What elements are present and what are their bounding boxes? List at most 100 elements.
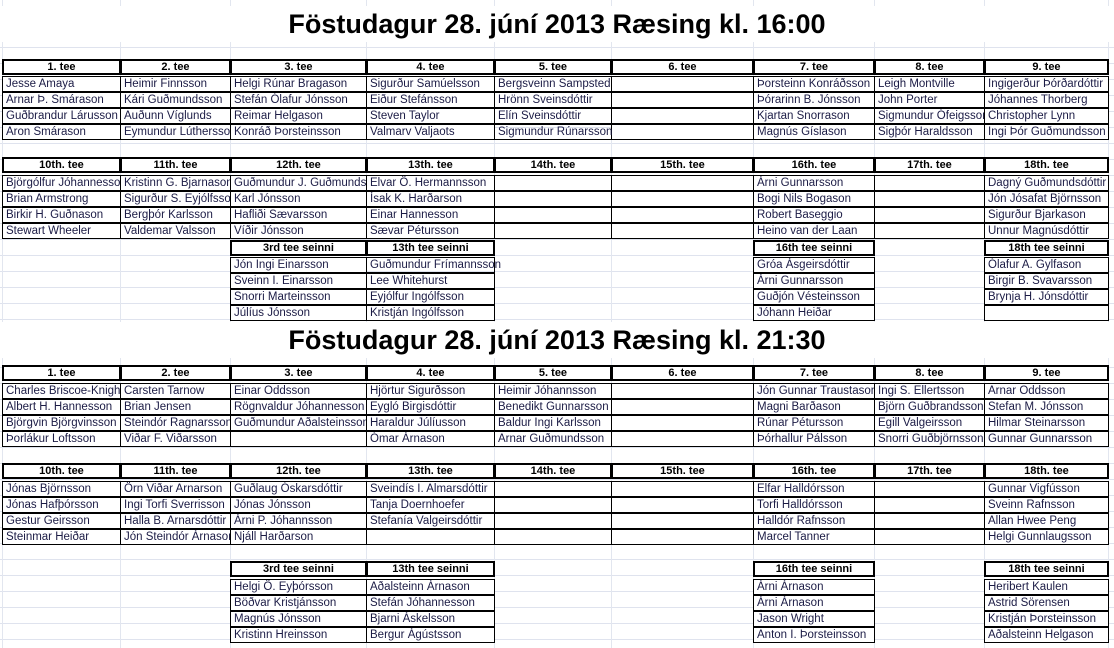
player-cell[interactable]: Gestur Geirsson (2, 513, 121, 529)
player-cell[interactable]: Árni Árnason (753, 579, 875, 595)
player-cell[interactable]: Heimir Finnsson (120, 76, 231, 92)
player-cell[interactable] (874, 207, 985, 223)
player-cell[interactable] (611, 529, 754, 545)
player-cell[interactable]: Tanja Doernhoefer (366, 497, 495, 513)
player-cell[interactable]: Ómar Árnason (366, 431, 495, 447)
player-cell[interactable]: Bergþór Karlsson (120, 207, 231, 223)
player-cell[interactable]: Baldur Ingi Karlsson (494, 415, 612, 431)
player-cell[interactable]: Magnús Gíslason (753, 124, 875, 140)
player-cell[interactable]: Örn Viðar Arnarson (120, 481, 231, 497)
player-cell[interactable]: Aðalsteinn Árnason (366, 579, 495, 595)
player-cell[interactable]: Gróa Ásgeirsdóttir (753, 257, 875, 273)
player-cell[interactable]: Kjartan Snorrason (753, 108, 875, 124)
player-cell[interactable] (494, 191, 612, 207)
player-cell[interactable]: Carsten Tarnow (120, 383, 231, 399)
player-cell[interactable] (611, 481, 754, 497)
player-cell[interactable]: Heimir Jóhannsson (494, 383, 612, 399)
player-cell[interactable]: Jón Gunnar Traustason (753, 383, 875, 399)
player-cell[interactable]: Jón Steindór Árnason (120, 529, 231, 545)
player-cell[interactable]: Guðlaug Óskarsdóttir (230, 481, 367, 497)
player-cell[interactable]: Hilmar Steinarsson (984, 415, 1109, 431)
player-cell[interactable]: Benedikt Gunnarsson (494, 399, 612, 415)
player-cell[interactable]: Sigurður Samúelsson (366, 76, 495, 92)
player-cell[interactable]: Jónas Björnsson (2, 481, 121, 497)
player-cell[interactable]: Helgi Gunnlaugsson (984, 529, 1109, 545)
player-cell[interactable]: Rögnvaldur Jóhannesson (230, 399, 367, 415)
player-cell[interactable]: Stefán Jóhannesson (366, 595, 495, 611)
player-cell[interactable]: Eygló Birgisdóttir (366, 399, 495, 415)
player-cell[interactable]: Kristinn G. Bjarnason (120, 175, 231, 191)
player-cell[interactable]: Þorlákur Loftsson (2, 431, 121, 447)
player-cell[interactable]: Þórhallur Pálsson (753, 431, 875, 447)
player-cell[interactable]: Björgólfur Jóhannesson (2, 175, 121, 191)
player-cell[interactable]: Anton I. Þorsteinsson (753, 627, 875, 643)
player-cell[interactable] (494, 529, 612, 545)
player-cell[interactable]: Brynja H. Jónsdóttir (984, 289, 1109, 305)
player-cell[interactable]: Astrid Sörensen (984, 595, 1109, 611)
player-cell[interactable]: Árni Gunnarsson (753, 273, 875, 289)
player-cell[interactable]: Víðir Jónsson (230, 223, 367, 239)
player-cell[interactable]: Sævar Pétursson (366, 223, 495, 239)
player-cell[interactable]: Ingi Þór Guðmundsson (984, 124, 1109, 140)
player-cell[interactable]: Christopher Lynn (984, 108, 1109, 124)
player-cell[interactable]: Bergur Ágústsson (366, 627, 495, 643)
player-cell[interactable] (366, 529, 495, 545)
player-cell[interactable] (494, 175, 612, 191)
player-cell[interactable]: Þorsteinn Konráðsson (753, 76, 875, 92)
player-cell[interactable]: Jón Ingi Einarsson (230, 257, 367, 273)
player-cell[interactable]: Stefanía Valgeirsdóttir (366, 513, 495, 529)
player-cell[interactable]: Jason Wright (753, 611, 875, 627)
player-cell[interactable]: Sveindís I. Almarsdóttir (366, 481, 495, 497)
player-cell[interactable]: Hrönn Sveinsdóttir (494, 92, 612, 108)
player-cell[interactable]: Bergsveinn Sampsted (494, 76, 612, 92)
player-cell[interactable] (611, 92, 754, 108)
player-cell[interactable]: Aðalsteinn Helgason (984, 627, 1109, 643)
player-cell[interactable] (874, 513, 985, 529)
player-cell[interactable]: Brian Jensen (120, 399, 231, 415)
player-cell[interactable]: Elfar Halldórsson (753, 481, 875, 497)
player-cell[interactable]: Arnar Guðmundsson (494, 431, 612, 447)
player-cell[interactable]: Jóhannes Thorberg (984, 92, 1109, 108)
player-cell[interactable] (611, 497, 754, 513)
player-cell[interactable]: Elvar Ö. Hermannsson (366, 175, 495, 191)
player-cell[interactable]: Kristján Ingólfsson (366, 305, 495, 321)
player-cell[interactable]: Árni Gunnarsson (753, 175, 875, 191)
player-cell[interactable] (874, 191, 985, 207)
player-cell[interactable]: Heribert Kaulen (984, 579, 1109, 595)
player-cell[interactable]: Marcel Tanner (753, 529, 875, 545)
player-cell[interactable]: Torfi Halldórsson (753, 497, 875, 513)
player-cell[interactable] (611, 383, 754, 399)
player-cell[interactable]: Björgvin Björgvinsson (2, 415, 121, 431)
player-cell[interactable]: Bogi Nils Bogason (753, 191, 875, 207)
player-cell[interactable]: Ólafur A. Gylfason (984, 257, 1109, 273)
player-cell[interactable]: Brian Armstrong (2, 191, 121, 207)
player-cell[interactable]: Valdemar Valsson (120, 223, 231, 239)
player-cell[interactable]: John Porter (874, 92, 985, 108)
player-cell[interactable]: Arnar Þ. Smárason (2, 92, 121, 108)
player-cell[interactable]: Helgi Rúnar Bragason (230, 76, 367, 92)
player-cell[interactable]: Leigh Montville (874, 76, 985, 92)
player-cell[interactable]: Stewart Wheeler (2, 223, 121, 239)
player-cell[interactable]: Magnús Jónsson (230, 611, 367, 627)
player-cell[interactable] (874, 223, 985, 239)
player-cell[interactable]: Steindór Ragnarsson (120, 415, 231, 431)
player-cell[interactable]: Ísak K. Harðarson (366, 191, 495, 207)
player-cell[interactable] (611, 415, 754, 431)
player-cell[interactable]: Kári Guðmundsson (120, 92, 231, 108)
player-cell[interactable]: Böðvar Kristjánsson (230, 595, 367, 611)
player-cell[interactable]: Ingi Torfi Sverrisson (120, 497, 231, 513)
player-cell[interactable]: Arnar Oddsson (984, 383, 1109, 399)
player-cell[interactable]: Robert Baseggio (753, 207, 875, 223)
player-cell[interactable]: Halldór Rafnsson (753, 513, 875, 529)
player-cell[interactable] (874, 497, 985, 513)
player-cell[interactable]: Lee Whitehurst (366, 273, 495, 289)
player-cell[interactable]: Bjarni Áskelsson (366, 611, 495, 627)
player-cell[interactable]: Unnur Magnúsdóttir (984, 223, 1109, 239)
player-cell[interactable]: Guðmundur Frímannsson (366, 257, 501, 273)
player-cell[interactable]: Valmarv Valjaots (366, 124, 495, 140)
player-cell[interactable]: Hjörtur Sigurðsson (366, 383, 495, 399)
player-cell[interactable]: Stefan M. Jónsson (984, 399, 1109, 415)
player-cell[interactable]: Steven Taylor (366, 108, 495, 124)
player-cell[interactable]: Ingigerður Þórðardóttir (984, 76, 1109, 92)
player-cell[interactable]: Gunnar Vigfússon (984, 481, 1109, 497)
